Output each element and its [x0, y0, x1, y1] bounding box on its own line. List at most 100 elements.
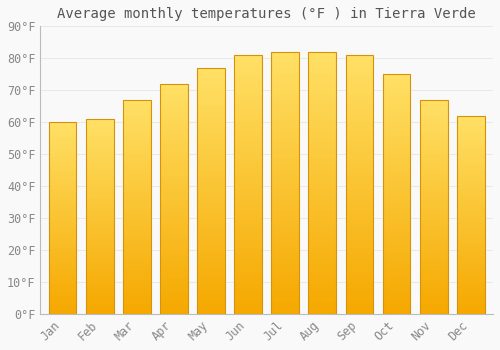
Bar — [382, 218, 410, 220]
Bar — [48, 178, 76, 180]
Bar — [160, 312, 188, 314]
Bar — [272, 133, 299, 136]
Bar — [382, 244, 410, 247]
Bar — [123, 194, 150, 196]
Bar — [420, 280, 448, 282]
Bar — [48, 162, 76, 164]
Bar — [48, 245, 76, 247]
Bar — [86, 181, 114, 183]
Bar — [308, 295, 336, 298]
Bar — [48, 124, 76, 126]
Bar — [457, 191, 484, 193]
Bar — [160, 155, 188, 158]
Bar — [86, 304, 114, 306]
Bar — [86, 177, 114, 180]
Bar — [197, 100, 225, 102]
Bar — [272, 254, 299, 256]
Bar — [346, 208, 374, 210]
Bar — [48, 247, 76, 249]
Bar — [457, 132, 484, 134]
Bar — [123, 108, 150, 111]
Bar — [457, 290, 484, 292]
Bar — [123, 230, 150, 232]
Bar — [123, 175, 150, 177]
Bar — [346, 81, 374, 84]
Bar — [48, 283, 76, 285]
Bar — [382, 220, 410, 223]
Bar — [272, 154, 299, 157]
Bar — [234, 140, 262, 143]
Bar — [382, 304, 410, 307]
Bar — [308, 267, 336, 270]
Bar — [420, 237, 448, 239]
Bar — [272, 301, 299, 303]
Bar — [346, 138, 374, 140]
Bar — [308, 233, 336, 235]
Bar — [123, 164, 150, 166]
Bar — [382, 312, 410, 314]
Bar — [234, 187, 262, 190]
Bar — [123, 168, 150, 170]
Bar — [457, 197, 484, 199]
Bar — [308, 52, 336, 314]
Bar — [272, 214, 299, 217]
Bar — [272, 201, 299, 204]
Bar — [234, 216, 262, 218]
Bar — [48, 151, 76, 153]
Bar — [382, 110, 410, 113]
Bar — [48, 166, 76, 168]
Bar — [123, 104, 150, 106]
Bar — [86, 290, 114, 293]
Bar — [420, 198, 448, 201]
Bar — [272, 89, 299, 91]
Bar — [86, 230, 114, 232]
Bar — [346, 223, 374, 226]
Bar — [382, 158, 410, 161]
Bar — [160, 111, 188, 114]
Bar — [86, 222, 114, 224]
Bar — [197, 211, 225, 213]
Bar — [457, 284, 484, 286]
Bar — [160, 102, 188, 105]
Bar — [123, 138, 150, 140]
Bar — [420, 310, 448, 312]
Bar — [48, 132, 76, 134]
Bar — [346, 283, 374, 285]
Bar — [272, 131, 299, 133]
Bar — [160, 259, 188, 261]
Bar — [346, 130, 374, 133]
Bar — [272, 280, 299, 282]
Bar — [48, 174, 76, 176]
Bar — [308, 256, 336, 259]
Bar — [346, 122, 374, 125]
Bar — [48, 220, 76, 222]
Bar — [86, 285, 114, 287]
Bar — [346, 234, 374, 236]
Bar — [272, 259, 299, 261]
Bar — [234, 174, 262, 177]
Bar — [234, 244, 262, 247]
Bar — [123, 241, 150, 243]
Bar — [420, 247, 448, 250]
Bar — [160, 197, 188, 199]
Bar — [234, 97, 262, 99]
Bar — [272, 157, 299, 159]
Bar — [308, 89, 336, 91]
Bar — [457, 229, 484, 231]
Bar — [382, 182, 410, 184]
Bar — [457, 260, 484, 262]
Bar — [272, 295, 299, 298]
Bar — [382, 254, 410, 256]
Bar — [382, 84, 410, 86]
Bar — [308, 204, 336, 206]
Bar — [197, 218, 225, 220]
Bar — [272, 309, 299, 311]
Bar — [86, 310, 114, 312]
Bar — [123, 299, 150, 301]
Bar — [420, 196, 448, 198]
Bar — [272, 282, 299, 285]
Bar — [123, 158, 150, 160]
Bar — [272, 122, 299, 125]
Bar — [86, 212, 114, 215]
Bar — [308, 240, 336, 243]
